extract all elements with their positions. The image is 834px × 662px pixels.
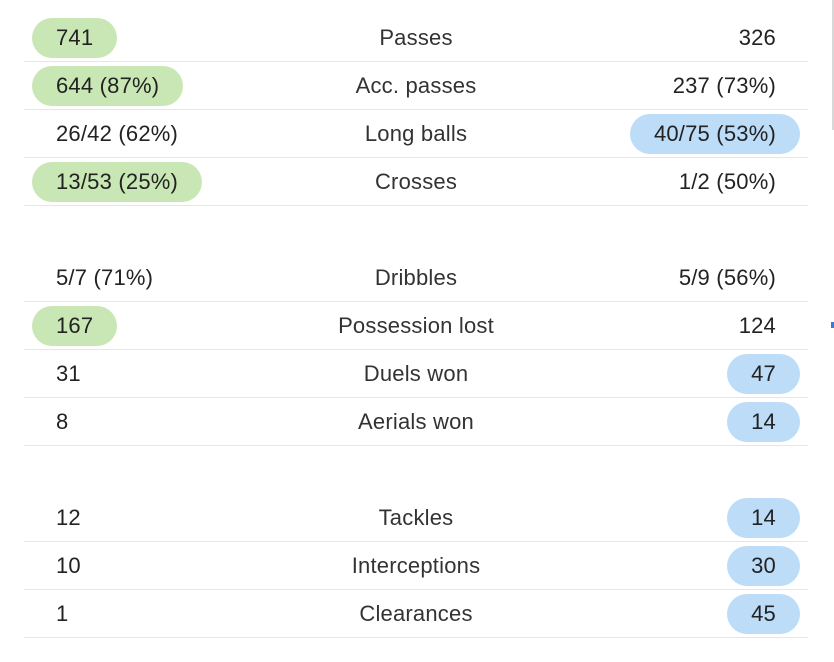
stat-label: Clearances xyxy=(359,600,473,626)
stat-label: Duels won xyxy=(363,360,469,386)
away-value: 14 xyxy=(727,401,800,442)
home-value: 5/7 (71%) xyxy=(56,264,154,290)
away-value: 47 xyxy=(727,353,800,394)
stat-row-aerials-won: 8 Aerials won 14 xyxy=(24,398,808,446)
stat-row-crosses: 13/53 (25%) Crosses 1/2 (50%) xyxy=(24,158,808,206)
away-value: 14 xyxy=(727,497,800,538)
away-value: 124 xyxy=(738,312,776,338)
stat-label: Interceptions xyxy=(351,552,481,578)
away-value: 30 xyxy=(727,545,800,586)
stat-row-clearances: 1 Clearances 45 xyxy=(24,590,808,638)
home-value: 1 xyxy=(56,600,69,626)
stats-group-passing: 741 Passes 326 644 (87%) Acc. passes 237… xyxy=(24,14,808,206)
stat-row-dribbles: 5/7 (71%) Dribbles 5/9 (56%) xyxy=(24,254,808,302)
home-value: 12 xyxy=(56,504,81,530)
stat-row-passes: 741 Passes 326 xyxy=(24,14,808,62)
home-value: 13/53 (25%) xyxy=(32,161,203,202)
away-value: 1/2 (50%) xyxy=(678,168,776,194)
home-value: 644 (87%) xyxy=(32,65,184,106)
match-stats-table: 741 Passes 326 644 (87%) Acc. passes 237… xyxy=(24,14,808,638)
stat-label: Aerials won xyxy=(358,408,474,434)
stat-row-long-balls: 26/42 (62%) Long balls 40/75 (53%) xyxy=(24,110,808,158)
stat-label: Passes xyxy=(379,24,453,50)
away-value: 40/75 (53%) xyxy=(629,113,800,154)
stat-row-interceptions: 10 Interceptions 30 xyxy=(24,542,808,590)
panel-edge-marker xyxy=(831,322,834,328)
stat-label: Possession lost xyxy=(338,312,494,338)
home-value: 31 xyxy=(56,360,81,386)
stats-group-defending: 12 Tackles 14 10 Interceptions 30 1 Clea… xyxy=(24,494,808,638)
stat-row-tackles: 12 Tackles 14 xyxy=(24,494,808,542)
away-value: 5/9 (56%) xyxy=(678,264,776,290)
home-value: 10 xyxy=(56,552,81,578)
home-value: 741 xyxy=(32,17,118,58)
panel-edge xyxy=(832,0,834,130)
away-value: 326 xyxy=(738,24,776,50)
stat-label: Tackles xyxy=(378,504,454,530)
stat-row-possession-lost: 167 Possession lost 124 xyxy=(24,302,808,350)
stat-row-duels-won: 31 Duels won 47 xyxy=(24,350,808,398)
away-value: 237 (73%) xyxy=(672,72,776,98)
stats-group-duels: 5/7 (71%) Dribbles 5/9 (56%) 167 Possess… xyxy=(24,254,808,446)
home-value: 167 xyxy=(32,305,118,346)
stat-row-accurate-passes: 644 (87%) Acc. passes 237 (73%) xyxy=(24,62,808,110)
home-value: 26/42 (62%) xyxy=(56,120,179,146)
away-value: 45 xyxy=(727,593,800,634)
home-value: 8 xyxy=(56,408,69,434)
